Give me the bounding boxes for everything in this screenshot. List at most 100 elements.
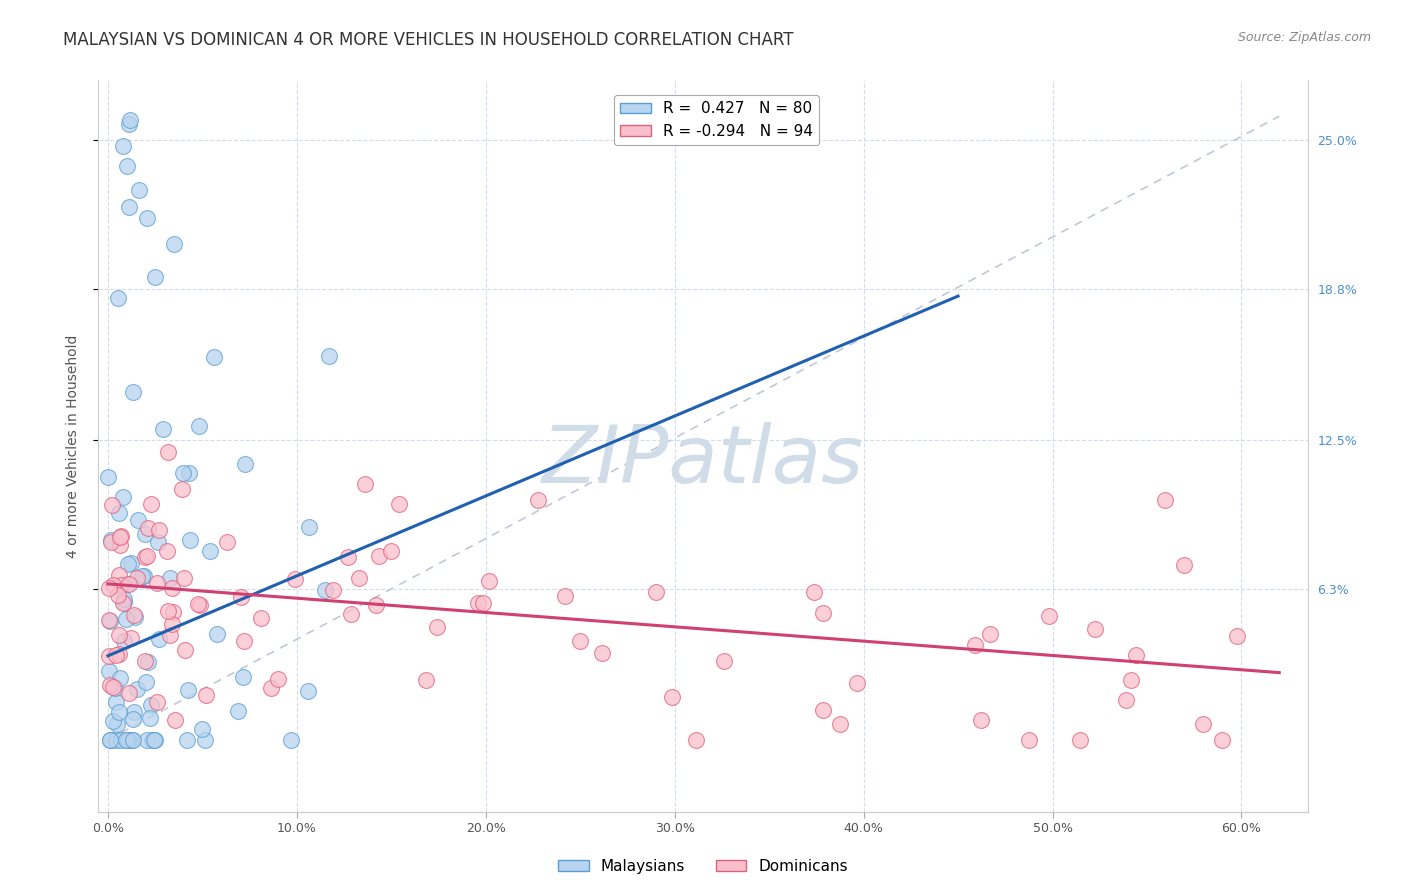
Point — [162, 605, 184, 619]
Point — [104, 681, 127, 695]
Point — [478, 574, 501, 588]
Point — [339, 607, 361, 621]
Point — [107, 588, 129, 602]
Text: ZIPatlas: ZIPatlas — [541, 422, 865, 500]
Point — [128, 183, 150, 197]
Point — [322, 583, 344, 598]
Point — [101, 498, 124, 512]
Point — [685, 732, 707, 747]
Point — [198, 543, 221, 558]
Point — [194, 688, 217, 702]
Point — [152, 422, 174, 436]
Point — [347, 570, 370, 584]
Point — [139, 711, 162, 725]
Point — [160, 616, 183, 631]
Point — [1069, 732, 1091, 747]
Point — [136, 521, 159, 535]
Point — [179, 466, 201, 480]
Point — [122, 384, 145, 399]
Point — [467, 596, 489, 610]
Point — [1018, 732, 1040, 747]
Point — [156, 544, 179, 558]
Legend: Malaysians, Dominicans: Malaysians, Dominicans — [551, 853, 855, 880]
Point — [108, 537, 131, 551]
Point — [124, 610, 146, 624]
Point — [193, 732, 215, 747]
Point — [134, 549, 156, 564]
Point — [828, 716, 851, 731]
Point — [101, 681, 124, 695]
Point — [139, 698, 162, 712]
Point — [146, 535, 169, 549]
Point — [231, 590, 253, 604]
Point — [108, 648, 131, 662]
Point — [108, 705, 131, 719]
Point — [122, 732, 145, 747]
Point — [122, 607, 145, 622]
Point — [111, 596, 134, 610]
Point — [134, 654, 156, 668]
Point — [297, 683, 319, 698]
Point — [122, 705, 145, 719]
Point — [226, 705, 249, 719]
Y-axis label: 4 or more Vehicles in Household: 4 or more Vehicles in Household — [66, 334, 80, 558]
Point — [472, 596, 495, 610]
Point — [120, 632, 142, 646]
Point — [110, 530, 132, 544]
Point — [111, 139, 134, 153]
Point — [112, 595, 135, 609]
Point — [110, 732, 132, 747]
Point — [131, 569, 153, 583]
Point — [963, 638, 986, 652]
Point — [148, 524, 170, 538]
Point — [298, 520, 321, 534]
Point — [101, 714, 124, 728]
Point — [98, 615, 121, 629]
Point — [177, 683, 200, 698]
Point — [353, 477, 375, 491]
Point — [98, 732, 121, 747]
Point — [118, 200, 141, 214]
Point — [143, 732, 166, 747]
Point — [191, 723, 214, 737]
Point — [107, 291, 129, 305]
Point — [159, 571, 181, 585]
Point — [232, 669, 254, 683]
Point — [1226, 629, 1249, 643]
Point — [118, 577, 141, 591]
Point — [163, 236, 186, 251]
Point — [115, 612, 138, 626]
Point — [284, 572, 307, 586]
Point — [141, 732, 163, 747]
Point — [1119, 673, 1142, 687]
Point — [187, 597, 209, 611]
Point — [568, 633, 591, 648]
Legend: R =  0.427   N = 80, R = -0.294   N = 94: R = 0.427 N = 80, R = -0.294 N = 94 — [614, 95, 818, 145]
Point — [120, 556, 142, 570]
Point — [803, 585, 825, 599]
Point — [233, 457, 256, 471]
Point — [336, 550, 359, 565]
Point — [259, 681, 281, 695]
Point — [110, 671, 132, 685]
Point — [176, 732, 198, 747]
Point — [118, 112, 141, 127]
Point — [112, 633, 135, 648]
Point — [122, 712, 145, 726]
Point — [174, 642, 197, 657]
Point — [125, 681, 148, 696]
Point — [1125, 648, 1147, 662]
Point — [202, 350, 225, 364]
Point — [380, 544, 402, 558]
Point — [188, 598, 211, 612]
Point — [104, 732, 127, 747]
Point — [160, 581, 183, 595]
Point — [136, 211, 159, 225]
Point — [1038, 608, 1060, 623]
Point — [1191, 717, 1213, 731]
Point — [98, 677, 121, 691]
Point — [118, 117, 141, 131]
Point — [187, 419, 209, 434]
Point — [134, 569, 156, 583]
Point — [146, 575, 169, 590]
